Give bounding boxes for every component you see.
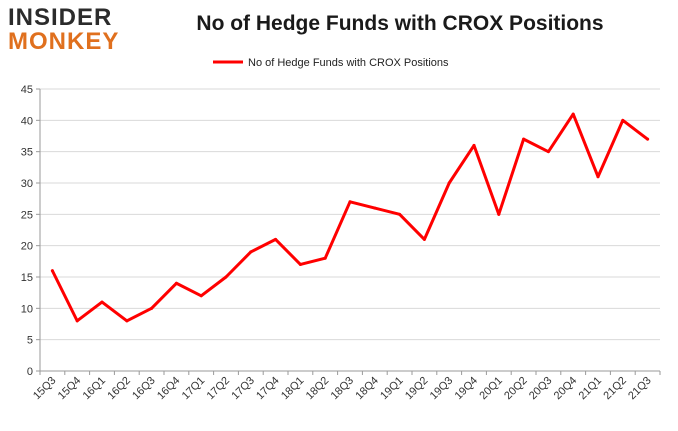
chart-title: No of Hedge Funds with CROX Positions	[196, 12, 604, 35]
y-tick-label: 25	[21, 209, 33, 221]
x-tick-label: 17Q4	[254, 375, 282, 403]
x-tick-label: 20Q1	[477, 375, 505, 403]
data-point	[646, 137, 650, 141]
data-point	[621, 118, 625, 122]
data-point	[100, 300, 104, 304]
x-tick-label: 16Q2	[105, 375, 133, 403]
data-point	[174, 281, 178, 285]
y-tick-label: 40	[21, 115, 33, 127]
series-line-0	[50, 112, 650, 323]
x-tick-label: 16Q4	[155, 375, 183, 403]
y-tick-label: 45	[21, 84, 33, 96]
legend: No of Hedge Funds with CROX Positions	[213, 57, 449, 69]
y-tick-label: 35	[21, 147, 33, 159]
x-tick-label: 18Q3	[329, 375, 357, 403]
data-point	[398, 212, 402, 216]
data-point	[125, 319, 129, 323]
data-point	[571, 112, 575, 116]
data-point	[199, 294, 203, 298]
gridlines	[40, 88, 660, 372]
y-tick-label: 10	[21, 303, 33, 315]
y-tick-label: 5	[27, 335, 33, 347]
data-point	[298, 262, 302, 266]
logo-line-2: MONKEY	[8, 28, 120, 55]
x-tick-label: 20Q3	[527, 375, 555, 403]
x-tick-label: 19Q1	[378, 375, 406, 403]
data-point	[274, 237, 278, 241]
x-axis: 15Q315Q416Q116Q216Q316Q417Q117Q217Q317Q4…	[31, 371, 661, 403]
data-point	[447, 181, 451, 185]
x-tick-label: 21Q1	[577, 375, 605, 403]
data-point	[472, 143, 476, 147]
x-tick-label: 15Q4	[56, 375, 84, 403]
x-tick-label: 18Q2	[304, 375, 332, 403]
data-point	[224, 275, 228, 279]
data-point	[596, 175, 600, 179]
x-tick-label: 19Q3	[428, 375, 456, 403]
data-point	[497, 212, 501, 216]
x-tick-label: 16Q1	[81, 375, 109, 403]
data-point	[249, 250, 253, 254]
x-tick-label: 19Q2	[403, 375, 431, 403]
data-point	[323, 256, 327, 260]
data-point	[348, 200, 352, 204]
data-point	[422, 237, 426, 241]
y-tick-label: 0	[27, 366, 33, 378]
x-tick-label: 17Q1	[180, 375, 208, 403]
x-tick-label: 15Q3	[31, 375, 59, 403]
data-point	[373, 206, 377, 210]
x-tick-label: 17Q2	[205, 375, 233, 403]
y-axis: 0 5 10 15 20 25 30 35 40 45	[21, 84, 41, 378]
data-point	[50, 269, 54, 273]
x-tick-label: 21Q2	[601, 375, 629, 403]
x-tick-label: 19Q4	[453, 375, 481, 403]
legend-label: No of Hedge Funds with CROX Positions	[248, 57, 449, 69]
x-tick-label: 16Q3	[130, 375, 158, 403]
y-tick-label: 30	[21, 178, 33, 190]
data-point	[522, 137, 526, 141]
insider-monkey-logo: INSIDER MONKEY	[8, 6, 126, 56]
data-point	[150, 306, 154, 310]
x-tick-label: 17Q3	[229, 375, 257, 403]
data-point	[546, 150, 550, 154]
x-tick-label: 21Q3	[626, 375, 654, 403]
x-tick-label: 18Q1	[279, 375, 307, 403]
y-tick-label: 20	[21, 241, 33, 253]
x-tick-label: 18Q4	[353, 375, 381, 403]
data-point	[75, 319, 79, 323]
series-layer	[50, 112, 650, 323]
y-tick-label: 15	[21, 272, 33, 284]
x-tick-label: 20Q4	[552, 375, 580, 403]
logo-line-1: INSIDER	[8, 4, 113, 31]
x-tick-label: 20Q2	[502, 375, 530, 403]
